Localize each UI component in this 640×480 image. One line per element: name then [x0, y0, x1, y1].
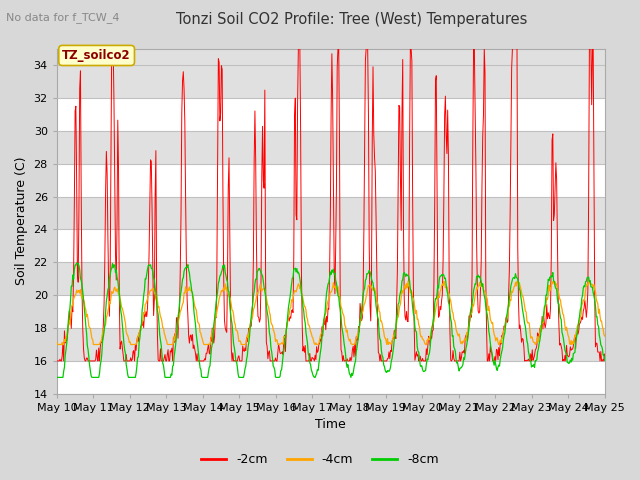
Text: Tonzi Soil CO2 Profile: Tree (West) Temperatures: Tonzi Soil CO2 Profile: Tree (West) Temp… [176, 12, 528, 27]
Bar [57, 196, 605, 229]
Y-axis label: Soil Temperature (C): Soil Temperature (C) [15, 157, 28, 286]
Bar [57, 98, 605, 131]
Bar [57, 131, 605, 164]
Bar [57, 65, 605, 98]
Bar [57, 328, 605, 361]
Text: TZ_soilco2: TZ_soilco2 [62, 49, 131, 62]
Bar [57, 262, 605, 295]
Bar [57, 164, 605, 196]
Text: No data for f_TCW_4: No data for f_TCW_4 [6, 12, 120, 23]
Bar [57, 295, 605, 328]
Legend: -2cm, -4cm, -8cm: -2cm, -4cm, -8cm [196, 448, 444, 471]
Bar [57, 229, 605, 262]
Bar [57, 361, 605, 394]
X-axis label: Time: Time [316, 419, 346, 432]
